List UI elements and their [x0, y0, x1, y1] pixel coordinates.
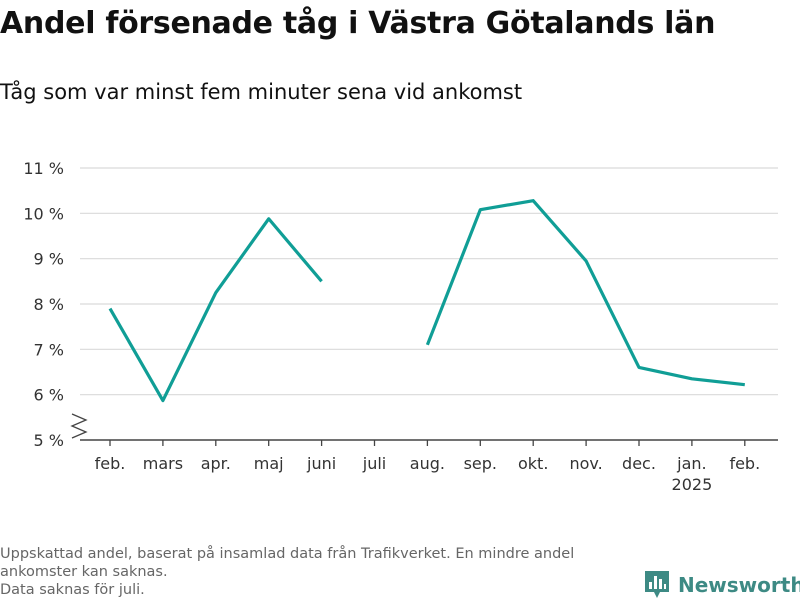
y-axis-tick-labels: 5 % 6 % 7 % 8 % 9 % 10 % 11 %	[23, 159, 64, 450]
chart-title: Andel försenade tåg i Västra Götalands l…	[0, 6, 716, 41]
x-tick-label: juli	[362, 454, 386, 473]
x-tick-label: jan.	[676, 454, 706, 473]
x-axis: feb. mars apr. maj juni juli aug. sep. okt. nov. d…	[70, 413, 778, 494]
y-tick-label: 10 %	[23, 204, 64, 223]
y-tick-label: 7 %	[34, 340, 64, 359]
y-tick-label: 5 %	[34, 431, 64, 450]
x-tick-label: feb.	[729, 454, 760, 473]
bar-chart-icon	[645, 571, 669, 598]
x-tick-label: aug.	[410, 454, 445, 473]
y-tick-label: 11 %	[23, 159, 64, 178]
y-tick-label: 9 %	[34, 250, 64, 269]
series-line-segment	[425, 199, 745, 387]
x-tick-label: nov.	[569, 454, 602, 473]
x-tick-label: maj	[254, 454, 284, 473]
footnote-line-3: Data saknas för juli.	[0, 582, 145, 598]
series-line-segment	[108, 217, 323, 403]
x-tick-label: apr.	[201, 454, 231, 473]
footnote-line-1: Uppskattad andel, baserat på insamlad da…	[0, 546, 575, 562]
series-lines	[108, 199, 745, 403]
x-tick-label: sep.	[464, 454, 497, 473]
y-tick-label: 6 %	[34, 386, 64, 405]
x-tick-label: okt.	[518, 454, 548, 473]
footnote-line-2: ankomster kan saknas.	[0, 564, 168, 580]
footnote: Uppskattad andel, baserat på insamlad da…	[0, 545, 574, 599]
axis-break-mark	[70, 413, 88, 439]
x-tick-label: juni	[306, 454, 336, 473]
brand-logo: Newsworthy	[644, 570, 800, 600]
grid-lines	[80, 167, 778, 396]
x-tick-sublabel: 2025	[672, 475, 713, 494]
y-tick-label: 8 %	[34, 295, 64, 314]
x-tick-label: feb.	[95, 454, 126, 473]
chart-subtitle: Tåg som var minst fem minuter sena vid a…	[0, 80, 523, 104]
x-tick-label: dec.	[622, 454, 656, 473]
x-tick-label: mars	[143, 454, 183, 473]
brand-name: Newsworthy	[678, 573, 800, 597]
